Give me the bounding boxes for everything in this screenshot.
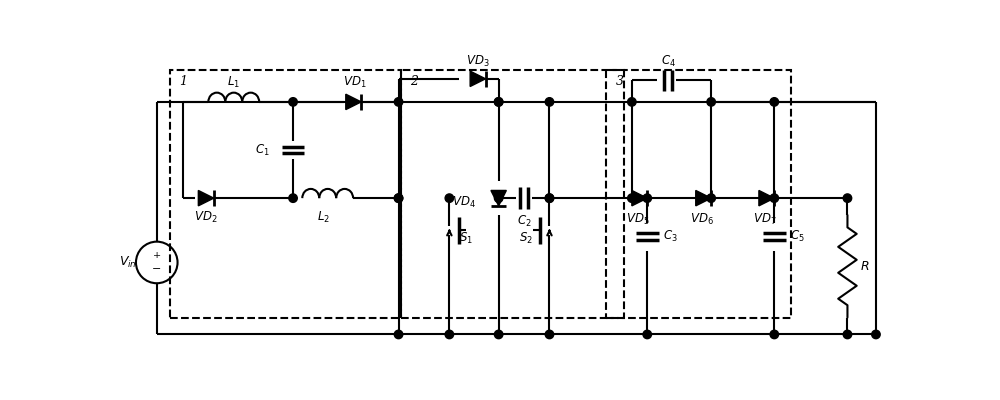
Circle shape <box>628 194 636 202</box>
Circle shape <box>628 98 636 106</box>
Circle shape <box>394 194 403 202</box>
Circle shape <box>770 330 779 339</box>
Circle shape <box>394 194 403 202</box>
Text: +: + <box>153 251 161 260</box>
Circle shape <box>545 194 554 202</box>
Circle shape <box>394 330 403 339</box>
Text: $C_2$: $C_2$ <box>517 214 531 229</box>
Polygon shape <box>632 190 647 206</box>
Circle shape <box>394 98 403 106</box>
Circle shape <box>545 194 554 202</box>
Circle shape <box>445 330 454 339</box>
Text: $L_1$: $L_1$ <box>227 75 240 90</box>
Text: $R$: $R$ <box>860 260 869 273</box>
Text: $L_2$: $L_2$ <box>317 210 330 225</box>
Circle shape <box>843 330 852 339</box>
Text: $VD_6$: $VD_6$ <box>690 212 714 227</box>
Text: $V_{in}$: $V_{in}$ <box>119 255 136 270</box>
Text: $VD_4$: $VD_4$ <box>452 194 476 210</box>
Circle shape <box>707 98 715 106</box>
Text: $C_1$: $C_1$ <box>255 142 270 158</box>
Circle shape <box>494 330 503 339</box>
Text: $VD_7$: $VD_7$ <box>753 212 777 227</box>
Circle shape <box>494 194 503 202</box>
Text: $C_3$: $C_3$ <box>663 229 678 244</box>
Circle shape <box>445 194 454 202</box>
Circle shape <box>289 98 297 106</box>
Text: $S_2$: $S_2$ <box>519 231 533 246</box>
Text: $VD_1$: $VD_1$ <box>343 75 366 90</box>
Polygon shape <box>470 71 486 86</box>
Circle shape <box>643 330 651 339</box>
Text: $VD_3$: $VD_3$ <box>466 54 490 70</box>
Text: $VD_5$: $VD_5$ <box>626 212 650 227</box>
Text: $S_1$: $S_1$ <box>459 231 473 246</box>
Circle shape <box>770 98 779 106</box>
Circle shape <box>872 330 880 339</box>
Text: −: − <box>152 264 161 274</box>
Circle shape <box>770 194 779 202</box>
Circle shape <box>707 194 715 202</box>
Circle shape <box>494 98 503 106</box>
Circle shape <box>289 194 297 202</box>
Polygon shape <box>696 190 711 206</box>
Text: $C_4$: $C_4$ <box>661 54 676 69</box>
Polygon shape <box>198 190 214 206</box>
Polygon shape <box>491 190 506 206</box>
Text: 1: 1 <box>179 75 187 88</box>
Text: 2: 2 <box>410 75 418 88</box>
Circle shape <box>494 98 503 106</box>
Polygon shape <box>759 190 774 206</box>
Circle shape <box>643 194 651 202</box>
Text: $VD_2$: $VD_2$ <box>194 210 218 225</box>
Circle shape <box>843 194 852 202</box>
Circle shape <box>545 330 554 339</box>
Circle shape <box>545 98 554 106</box>
Text: 3: 3 <box>616 75 624 88</box>
Polygon shape <box>346 94 361 110</box>
Text: $C_5$: $C_5$ <box>790 229 805 244</box>
